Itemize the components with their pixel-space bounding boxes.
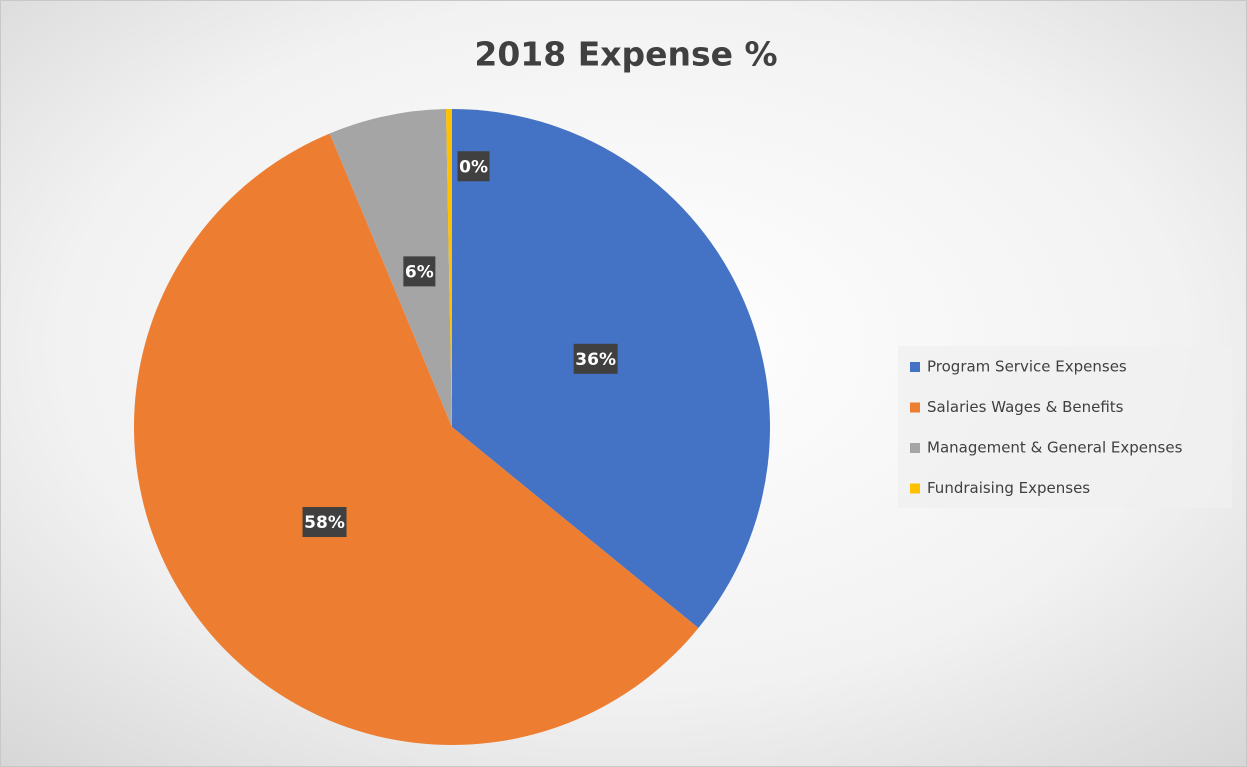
legend-box (898, 346, 1232, 508)
pie-slice (134, 133, 699, 746)
data-label: 6% (405, 262, 434, 282)
legend-label: Management & General Expenses (927, 439, 1183, 457)
data-label: 58% (304, 513, 345, 533)
legend-swatch (910, 402, 920, 413)
data-label-box (403, 256, 436, 287)
legend-label: Salaries Wages & Benefits (927, 398, 1124, 416)
legend-label: Fundraising Expenses (927, 479, 1090, 497)
data-label-box (457, 151, 490, 182)
chart-title: 2018 Expense % (474, 35, 777, 74)
data-label: 0% (459, 157, 488, 177)
pie-slice (446, 109, 452, 427)
data-label-box (573, 343, 618, 374)
legend-swatch (910, 362, 920, 372)
pie-slice (329, 109, 452, 427)
data-label-box (302, 507, 347, 538)
legend-swatch (910, 483, 920, 494)
legend-swatch (910, 443, 920, 453)
data-label: 36% (575, 350, 616, 370)
legend-label: Program Service Expenses (927, 358, 1127, 376)
